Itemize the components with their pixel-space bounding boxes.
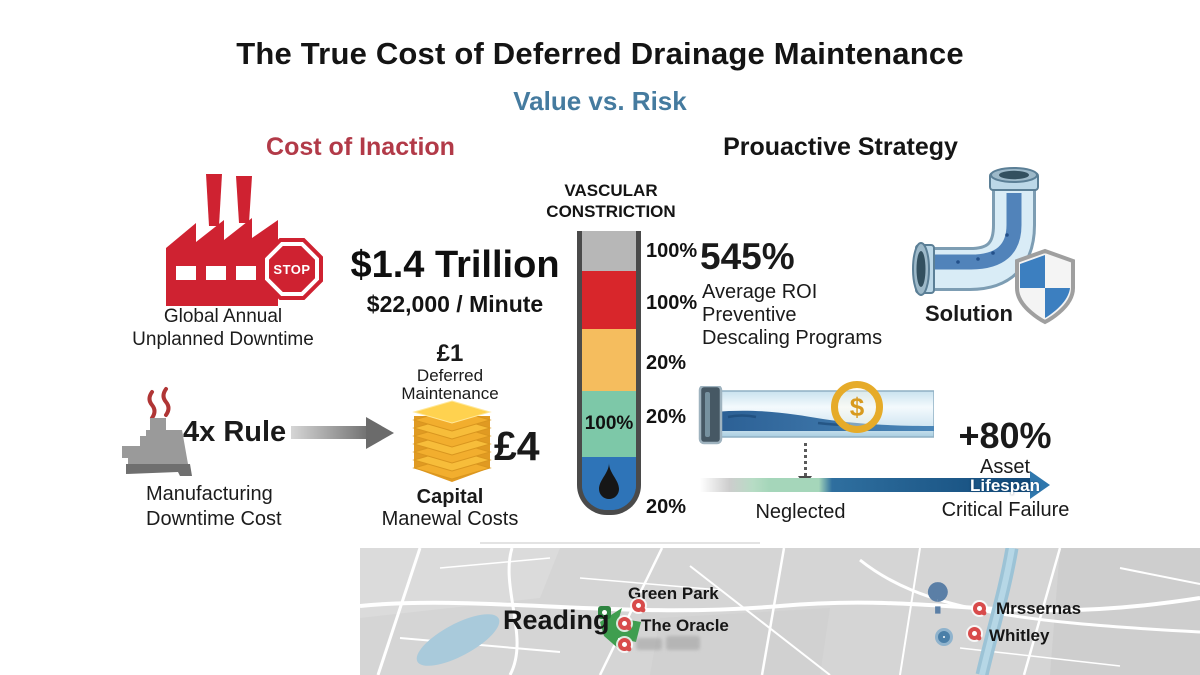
- right-arrow-icon: [291, 426, 369, 439]
- downtime-caption: Global Annual Unplanned Downtime: [132, 306, 314, 350]
- map-pin-blue-icon: [927, 582, 948, 614]
- map-label-the-oracle: The Oracle: [641, 616, 729, 635]
- rule-4x-title: 4x Rule: [183, 416, 287, 448]
- lifespan-value: +80%: [958, 415, 1052, 456]
- lifespan-bar-arrowhead: [1030, 471, 1050, 499]
- map-label-mrssernas: Mrssernas: [996, 599, 1082, 618]
- reading-map: Reading Green Park The Oracle Mrssernas …: [360, 548, 1200, 675]
- stop-sign-icon: STOP: [261, 238, 323, 300]
- deferred-caption-2: Maintenance: [401, 384, 499, 403]
- map-pin-red-icon: [618, 617, 631, 630]
- map-base: [360, 548, 1200, 675]
- constriction-tube: 100%: [577, 231, 641, 515]
- tube-title: VASCULAR CONSTRICTION: [546, 181, 676, 221]
- downtime-cost-value: $1.4 Trillion: [350, 244, 560, 286]
- shield-icon: [1015, 248, 1075, 325]
- tube-label-2: 100%: [646, 292, 698, 314]
- map-label-whitley: Whitley: [989, 626, 1050, 645]
- bar-label-neglected: Neglected: [755, 501, 846, 523]
- page-subtitle: Value vs. Risk: [513, 86, 687, 116]
- page-title: The True Cost of Deferred Drainage Maint…: [236, 36, 964, 71]
- deferred-pound1-value: £1: [436, 340, 464, 367]
- capital-caption-2: Manewal Costs: [381, 508, 519, 530]
- dotted-arrow-line: [804, 443, 807, 476]
- tube-segment-red: [582, 271, 636, 329]
- droplet-icon: [599, 463, 619, 499]
- tube-label-5: 20%: [646, 496, 687, 518]
- solution-label: Solution: [925, 301, 1013, 326]
- map-pin-red-icon: [968, 627, 981, 640]
- map-city-label: Reading: [503, 605, 610, 635]
- bar-label-critical-failure: Critical Failure: [941, 499, 1070, 521]
- roi-value: 545%: [700, 236, 795, 277]
- tube-label-3: 20%: [646, 352, 687, 374]
- roi-line-2: Preventive: [702, 304, 797, 326]
- map-roads: [360, 548, 1200, 675]
- tube-inner-label: 100%: [584, 413, 634, 434]
- map-pin-red-icon: [632, 599, 645, 612]
- map-label-green-park: Green Park: [628, 584, 719, 603]
- factory-icon: [166, 174, 278, 306]
- unreadable-label-smudge: [666, 636, 700, 650]
- roi-line-1: Average ROI: [702, 281, 818, 303]
- tube-label-1: 100%: [646, 240, 698, 262]
- stop-sign-label: STOP: [269, 246, 315, 292]
- right-arrow-head: [366, 417, 394, 449]
- tube-segment-gray: [582, 231, 636, 271]
- coin-symbol: $: [849, 391, 865, 422]
- dollar-coin-icon: $: [831, 381, 883, 433]
- horizontal-pipe-icon: [698, 386, 934, 445]
- tube-label-4: 20%: [646, 406, 687, 428]
- deferred-pound4-value: £4: [494, 423, 540, 469]
- lifespan-caption: Asset: [979, 456, 1031, 478]
- factory-downtime-graphic: STOP: [150, 168, 323, 308]
- tube-segment-teal: 100%: [582, 391, 636, 457]
- capital-caption-1: Capital: [416, 486, 484, 508]
- lifespan-bar-label: Lifespan: [970, 476, 1040, 495]
- pipe-elbow-icon: [912, 167, 1039, 296]
- map-pin-red-icon: [618, 638, 631, 651]
- map-pin-red-icon: [973, 602, 986, 615]
- deferred-caption-1: Deferred: [416, 366, 484, 385]
- map-circle-icon: [938, 631, 950, 643]
- lifespan-gradient-bar: [700, 478, 1030, 492]
- section-header-proactive-strategy: Prouactive Strategy: [723, 133, 958, 161]
- rule-4x-caption: Manufacturing Downtime Cost: [146, 483, 282, 530]
- roi-line-3: Descaling Programs: [702, 327, 883, 349]
- map-top-divider: [480, 542, 760, 544]
- coin-stack-icon: [412, 400, 492, 482]
- map-lake: [416, 614, 500, 666]
- downtime-cost-rate: $22,000 / Minute: [366, 291, 544, 317]
- unreadable-label-smudge: [636, 638, 662, 650]
- tube-segment-blue: [582, 457, 636, 510]
- tube-segment-orange: [582, 329, 636, 391]
- furnace-machine-icon: [122, 387, 192, 476]
- section-header-cost-of-inaction: Cost of Inaction: [266, 133, 455, 161]
